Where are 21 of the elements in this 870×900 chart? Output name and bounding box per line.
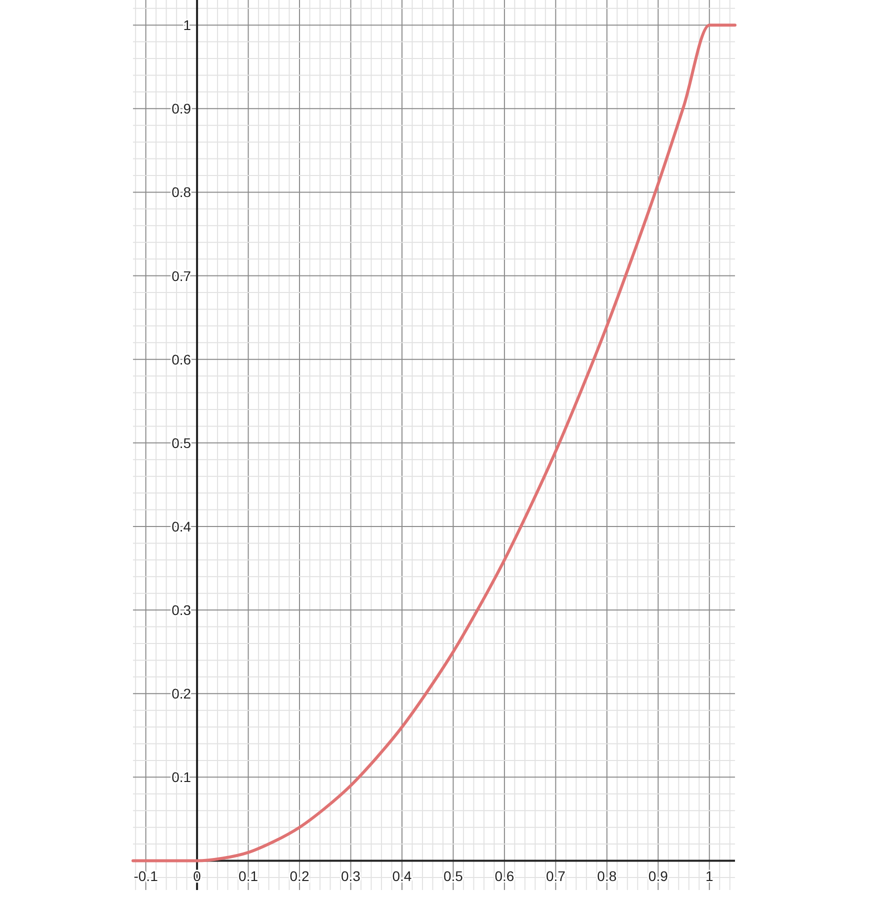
- y-tick-label: 0.6: [172, 351, 192, 368]
- x-tick-label: 0.7: [546, 868, 566, 884]
- y-tick-label: 0.3: [172, 602, 192, 618]
- y-tick-label: 0.5: [172, 434, 192, 451]
- x-tick-label: 0.2: [290, 868, 310, 884]
- x-tick-label: 0.9: [648, 868, 668, 884]
- x-tick-label: 0.3: [341, 868, 361, 884]
- x-tick-label: -0.1: [134, 868, 158, 884]
- y-tick-label: 0.9: [172, 100, 192, 117]
- y-tick-label: 1: [183, 17, 192, 34]
- y-tick-label: 0.7: [172, 268, 192, 284]
- x-tick-label: 0.4: [392, 868, 412, 884]
- x-tick-label: 0.6: [494, 868, 514, 884]
- x-tick-label: 0.8: [597, 868, 617, 884]
- x-tick-label: 0.1: [238, 868, 258, 884]
- y-tick-label: 0.4: [172, 518, 192, 534]
- x-tick-label: 0.5: [443, 868, 464, 884]
- y-tick-label: 0.1: [172, 769, 192, 786]
- y-tick-label: 0.2: [172, 686, 192, 702]
- y-tick-label: 0.8: [172, 184, 192, 200]
- x-tick-label: 1: [705, 868, 714, 884]
